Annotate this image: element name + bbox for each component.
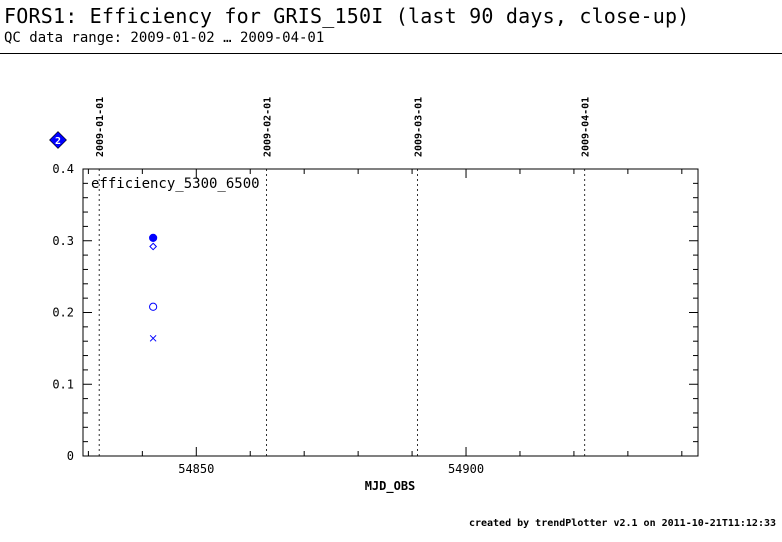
data-point-filled-circle — [149, 233, 158, 242]
y-tick-label: 0.4 — [52, 162, 74, 176]
date-marker-label: 2009-01-01 — [95, 97, 106, 157]
data-point-diamond — [149, 242, 158, 251]
date-marker-label: 2009-02-01 — [262, 97, 273, 157]
panel-label: efficiency_5300_6500 — [91, 176, 260, 192]
page-title: FORS1: Efficiency for GRIS_150I (last 90… — [4, 4, 690, 28]
x-axis-label: MJD_OBS — [365, 479, 416, 494]
data-point-cross — [149, 334, 157, 342]
date-marker-layer: 2009-01-01 2009-02-01 2009-03-01 2009-04-01 — [95, 97, 592, 456]
footer-credit: created by trendPlotter v2.1 on 2011-10-… — [468, 518, 776, 529]
x-tick-label: 54900 — [448, 462, 484, 476]
date-marker-label: 2009-04-01 — [581, 97, 592, 157]
date-marker-label: 2009-03-01 — [413, 97, 424, 157]
legend-badge-diamond — [49, 131, 67, 149]
y-tick-label: 0 — [67, 449, 74, 463]
data-point-circle — [149, 302, 158, 311]
page-subtitle: QC data range: 2009-01-02 … 2009-04-01 — [4, 30, 325, 46]
header-divider — [0, 53, 782, 54]
axis-layer: 54850 54900 0 0.1 0.2 0.3 0.4 — [52, 162, 698, 476]
x-tick-label: 54850 — [178, 462, 214, 476]
legend-badge-label: 2 — [55, 136, 61, 147]
y-tick-label: 0.3 — [52, 234, 74, 248]
legend-badge: 2 — [49, 131, 67, 149]
plot-frame — [82, 168, 699, 457]
data-point-layer — [149, 233, 158, 342]
y-tick-label: 0.2 — [52, 306, 74, 320]
y-tick-label: 0.1 — [52, 377, 74, 391]
